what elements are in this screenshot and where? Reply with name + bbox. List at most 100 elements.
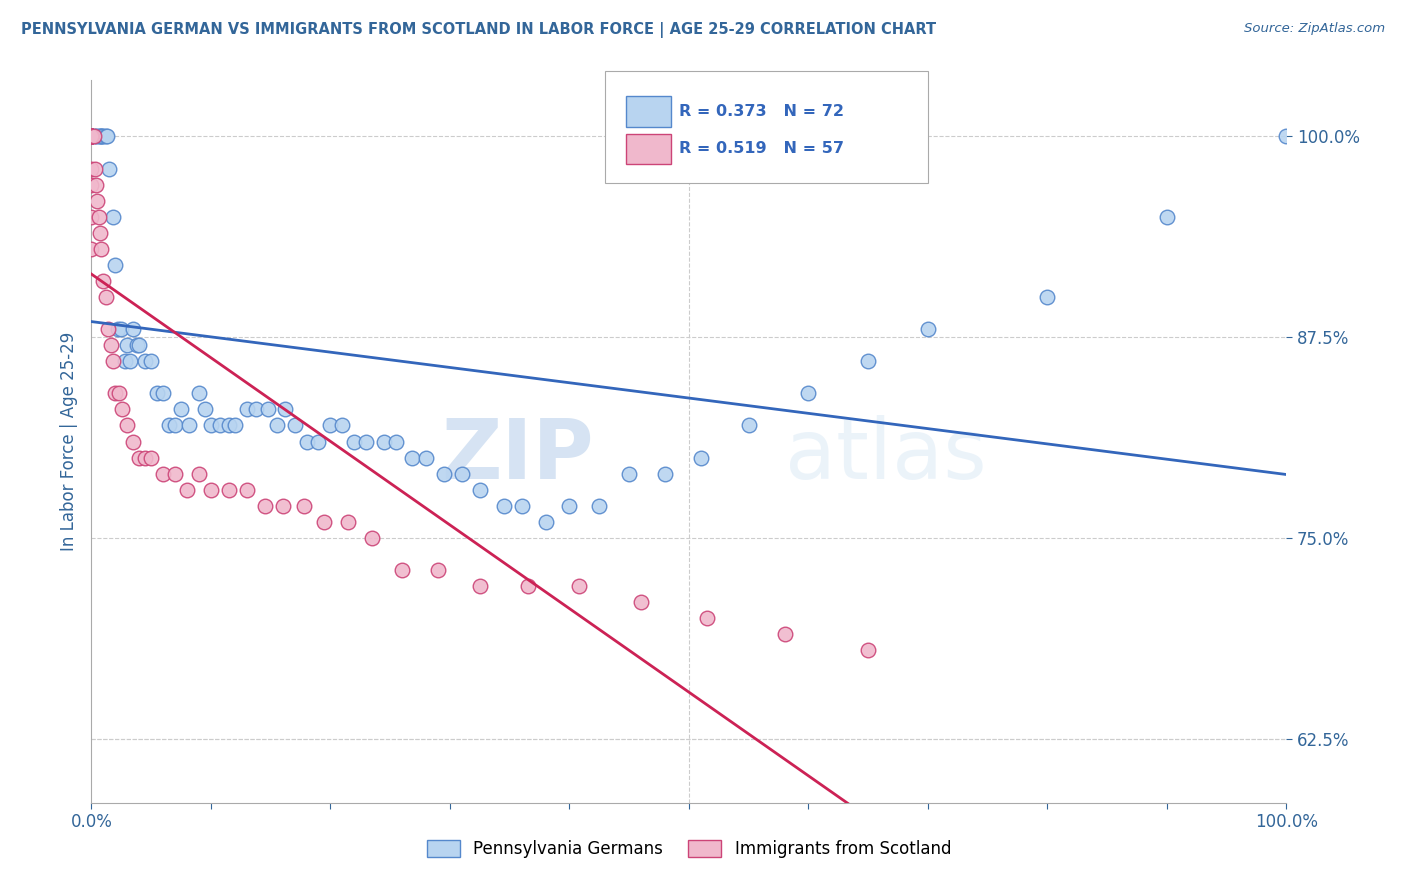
Text: Source: ZipAtlas.com: Source: ZipAtlas.com	[1244, 22, 1385, 36]
Legend: Pennsylvania Germans, Immigrants from Scotland: Pennsylvania Germans, Immigrants from Sc…	[418, 832, 960, 867]
Point	[128, 338, 150, 352]
Point	[84, 129, 107, 144]
Point	[391, 563, 413, 577]
Point	[104, 258, 127, 272]
Y-axis label: In Labor Force | Age 25-29: In Labor Force | Age 25-29	[59, 332, 77, 551]
Point	[257, 402, 280, 417]
Point	[90, 129, 112, 144]
Point	[343, 434, 366, 449]
Point	[433, 467, 456, 481]
Point	[426, 563, 449, 577]
Point	[373, 434, 395, 449]
Point	[80, 129, 103, 144]
Point	[80, 129, 103, 144]
Point	[93, 274, 114, 288]
Point	[468, 483, 491, 497]
Point	[856, 643, 880, 657]
Point	[332, 418, 354, 433]
Point	[141, 354, 162, 368]
Point	[94, 129, 117, 144]
Point	[93, 129, 114, 144]
Point	[114, 354, 136, 368]
Point	[218, 483, 240, 497]
Point	[856, 354, 880, 368]
Point	[87, 129, 110, 144]
Point	[295, 434, 318, 449]
Point	[689, 450, 711, 465]
Point	[492, 499, 515, 513]
Point	[163, 418, 186, 433]
Point	[588, 499, 610, 513]
Point	[108, 386, 131, 401]
Point	[84, 129, 107, 144]
Point	[235, 483, 259, 497]
Point	[80, 129, 103, 144]
Point	[80, 129, 103, 144]
Point	[94, 290, 117, 304]
Point	[170, 402, 193, 417]
Point	[307, 434, 329, 449]
Point	[89, 129, 111, 144]
Point	[274, 402, 297, 417]
Text: ZIP: ZIP	[441, 416, 593, 497]
Point	[797, 386, 820, 401]
Point	[510, 499, 533, 513]
Point	[534, 515, 557, 529]
Point	[97, 322, 120, 336]
Point	[100, 338, 122, 352]
Point	[134, 450, 156, 465]
Point	[224, 418, 246, 433]
Point	[568, 579, 591, 593]
Point	[101, 354, 124, 368]
Point	[152, 467, 174, 481]
Point	[152, 386, 174, 401]
Point	[89, 226, 111, 240]
Point	[917, 322, 939, 336]
Point	[200, 418, 222, 433]
Point	[1036, 290, 1059, 304]
Point	[284, 418, 307, 433]
Point	[179, 418, 201, 433]
Point	[128, 450, 150, 465]
Point	[319, 418, 342, 433]
Point	[773, 627, 796, 641]
Point	[110, 322, 132, 336]
Point	[104, 386, 127, 401]
Point	[122, 434, 145, 449]
Point	[200, 483, 222, 497]
Point	[516, 579, 538, 593]
Point	[86, 194, 108, 208]
Point	[209, 418, 232, 433]
Point	[401, 450, 423, 465]
Point	[654, 467, 676, 481]
Point	[122, 322, 145, 336]
Text: PENNSYLVANIA GERMAN VS IMMIGRANTS FROM SCOTLAND IN LABOR FORCE | AGE 25-29 CORRE: PENNSYLVANIA GERMAN VS IMMIGRANTS FROM S…	[21, 22, 936, 38]
Point	[314, 515, 336, 529]
Point	[163, 467, 186, 481]
Point	[235, 402, 259, 417]
Point	[134, 354, 156, 368]
Point	[84, 161, 107, 176]
Point	[80, 129, 103, 144]
Point	[111, 402, 134, 417]
Point	[91, 129, 114, 144]
Point	[337, 515, 360, 529]
Point	[176, 483, 198, 497]
Point	[1156, 210, 1178, 224]
Point	[80, 129, 103, 144]
Point	[245, 402, 267, 417]
Point	[630, 595, 652, 609]
Point	[90, 242, 112, 256]
Point	[80, 129, 103, 144]
Point	[80, 129, 103, 144]
Point	[141, 450, 162, 465]
Point	[292, 499, 315, 513]
Point	[80, 129, 103, 144]
Point	[619, 467, 641, 481]
Point	[194, 402, 217, 417]
Point	[80, 161, 103, 176]
Point	[80, 242, 103, 256]
Point	[84, 178, 107, 192]
Point	[98, 161, 121, 176]
Point	[450, 467, 472, 481]
